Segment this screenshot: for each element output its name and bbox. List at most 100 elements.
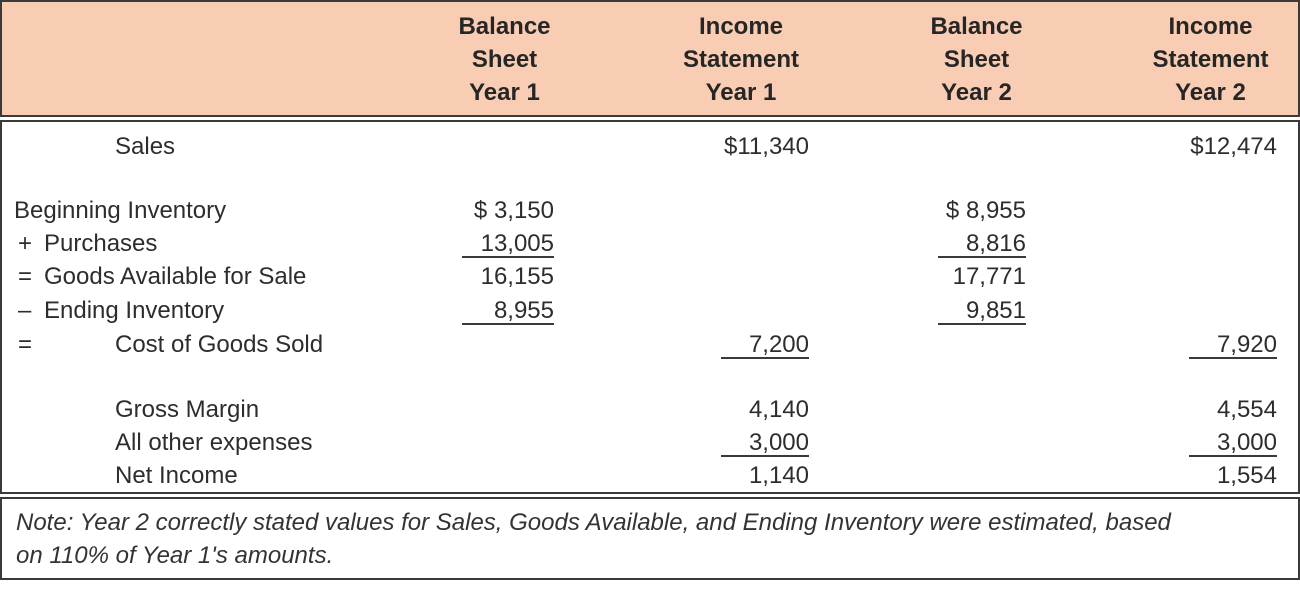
value-is2 bbox=[1093, 227, 1298, 260]
footnote-line-2: on 110% of Year 1's amounts. bbox=[16, 542, 334, 569]
label-text: Purchases bbox=[44, 230, 158, 257]
value-bs2 bbox=[860, 393, 1093, 426]
operator-plus: + bbox=[18, 230, 33, 257]
column-header-balance-sheet-year-2: Balance Sheet Year 2 bbox=[860, 10, 1093, 109]
amount: $11,340 bbox=[724, 133, 809, 160]
header-line: Statement bbox=[1152, 46, 1269, 73]
value-bs2: 9,851 bbox=[860, 294, 1093, 328]
value-is1: 7,200 bbox=[622, 328, 860, 362]
value-bs1: 8,955 bbox=[387, 294, 622, 328]
header-line: Year 1 bbox=[705, 79, 777, 106]
value-bs2 bbox=[860, 328, 1093, 362]
table-row-purchases: + Purchases 13,005 8,816 bbox=[2, 227, 1298, 260]
table-body: Sales $11,340 $12,474 Beginning Inventor… bbox=[0, 120, 1300, 494]
operator-minus: – bbox=[18, 297, 32, 324]
value-is1: $11,340 bbox=[622, 130, 860, 163]
value-bs2 bbox=[860, 130, 1093, 163]
value-bs1 bbox=[387, 459, 622, 492]
table-row-ending-inventory: – Ending Inventory 8,955 9,851 bbox=[2, 294, 1298, 328]
amount-underlined: 8,816 bbox=[938, 227, 1026, 258]
value-is1 bbox=[622, 227, 860, 260]
value-bs1: 13,005 bbox=[387, 227, 622, 260]
header-line: Year 2 bbox=[1175, 79, 1246, 106]
spacer-row bbox=[2, 163, 1298, 194]
amount-underlined: 7,200 bbox=[721, 328, 809, 359]
value-bs2: 8,816 bbox=[860, 227, 1093, 260]
amount-underlined: 3,000 bbox=[1189, 426, 1277, 457]
amount-underlined: 13,005 bbox=[462, 227, 554, 258]
value-bs1: $ 3,150 bbox=[387, 194, 622, 227]
header-line: Year 1 bbox=[469, 79, 540, 106]
value-bs2 bbox=[860, 426, 1093, 459]
label-text: Goods Available for Sale bbox=[44, 263, 307, 290]
value-bs1: 16,155 bbox=[387, 260, 622, 294]
header-line: Year 2 bbox=[941, 79, 1012, 106]
table-row-sales: Sales $11,340 $12,474 bbox=[2, 130, 1298, 163]
label-text: Cost of Goods Sold bbox=[115, 331, 324, 358]
value-bs1 bbox=[387, 426, 622, 459]
row-label: – Ending Inventory bbox=[2, 294, 387, 328]
amount-underlined: 7,920 bbox=[1189, 328, 1277, 359]
value-is1 bbox=[622, 260, 860, 294]
amount: $12,474 bbox=[1190, 133, 1277, 160]
amount: $ 3,150 bbox=[473, 197, 554, 224]
value-bs2 bbox=[860, 459, 1093, 492]
row-label: Net Income bbox=[115, 462, 238, 489]
value-is1 bbox=[622, 294, 860, 328]
value-bs1 bbox=[387, 130, 622, 163]
table-row-all-other-expenses: All other expenses 3,000 3,000 bbox=[2, 426, 1298, 459]
value-bs2: $ 8,955 bbox=[860, 194, 1093, 227]
operator-equals: = bbox=[18, 263, 33, 290]
column-header-balance-sheet-year-1: Balance Sheet Year 1 bbox=[387, 10, 622, 109]
header-line: Balance bbox=[930, 13, 1023, 40]
footnote: Note: Year 2 correctly stated values for… bbox=[0, 497, 1300, 580]
table-row-cost-of-goods-sold: = Cost of Goods Sold 7,200 7,920 bbox=[2, 328, 1298, 362]
footnote-line-1: Note: Year 2 correctly stated values for… bbox=[16, 509, 1171, 536]
row-label: All other expenses bbox=[115, 429, 313, 456]
header-line: Income bbox=[698, 13, 784, 40]
row-label: Beginning Inventory bbox=[14, 197, 227, 224]
amount: 4,140 bbox=[748, 396, 809, 423]
amount-underlined: 8,955 bbox=[462, 294, 554, 325]
value-is2: $12,474 bbox=[1093, 130, 1298, 163]
amount: $ 8,955 bbox=[945, 197, 1026, 224]
table-header: Balance Sheet Year 1 Income Statement Ye… bbox=[0, 0, 1300, 117]
header-spacer bbox=[2, 10, 387, 109]
header-line: Statement bbox=[682, 46, 800, 73]
value-is2: 7,920 bbox=[1093, 328, 1298, 362]
operator-equals: = bbox=[18, 331, 33, 358]
label-text: Ending Inventory bbox=[44, 297, 225, 324]
amount: 16,155 bbox=[480, 263, 554, 290]
table-row-net-income: Net Income 1,140 1,554 bbox=[2, 459, 1298, 492]
value-is2: 4,554 bbox=[1093, 393, 1298, 426]
value-is2: 1,554 bbox=[1093, 459, 1298, 492]
header-line: Income bbox=[1168, 13, 1253, 40]
row-label: = Goods Available for Sale bbox=[2, 260, 387, 294]
amount: 1,554 bbox=[1216, 462, 1277, 489]
header-line: Balance bbox=[458, 13, 551, 40]
spacer-row bbox=[2, 362, 1298, 393]
amount-underlined: 3,000 bbox=[721, 426, 809, 457]
value-is1: 4,140 bbox=[622, 393, 860, 426]
amount-underlined: 9,851 bbox=[938, 294, 1026, 325]
value-is2 bbox=[1093, 194, 1298, 227]
amount: 17,771 bbox=[952, 263, 1026, 290]
value-is1: 3,000 bbox=[622, 426, 860, 459]
row-label: Gross Margin bbox=[115, 396, 260, 423]
amount: 1,140 bbox=[748, 462, 809, 489]
value-bs1 bbox=[387, 328, 622, 362]
value-is2 bbox=[1093, 294, 1298, 328]
header-line: Sheet bbox=[943, 46, 1010, 73]
value-bs1 bbox=[387, 393, 622, 426]
value-is1 bbox=[622, 194, 860, 227]
row-label: = Cost of Goods Sold bbox=[2, 328, 387, 362]
header-line: Sheet bbox=[471, 46, 538, 73]
value-is2: 3,000 bbox=[1093, 426, 1298, 459]
table-row-gross-margin: Gross Margin 4,140 4,554 bbox=[2, 393, 1298, 426]
amount: 4,554 bbox=[1216, 396, 1277, 423]
value-is2 bbox=[1093, 260, 1298, 294]
value-is1: 1,140 bbox=[622, 459, 860, 492]
column-header-income-statement-year-2: Income Statement Year 2 bbox=[1093, 10, 1298, 109]
table-row-beginning-inventory: Beginning Inventory $ 3,150 $ 8,955 bbox=[2, 194, 1298, 227]
row-label: Sales bbox=[115, 133, 176, 160]
